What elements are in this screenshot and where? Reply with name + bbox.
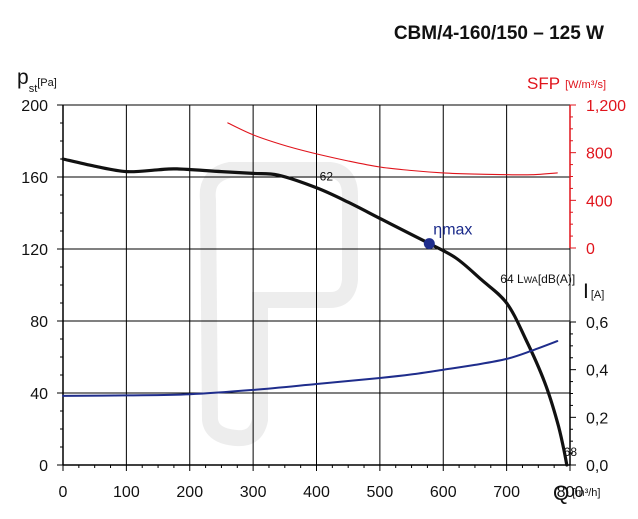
pressure-axis-title: pst[Pa] <box>17 66 57 95</box>
sfp-axis-symbol: SFP <box>527 74 560 93</box>
flow-tick-label: 700 <box>493 484 520 501</box>
sfp-axis-title: SFP [W/m³/s] <box>527 74 606 93</box>
pressure-tick-label: 200 <box>21 98 48 115</box>
sound-level-unit: [dB(A)] <box>538 272 575 286</box>
current-curve <box>62 340 559 397</box>
sfp-tick-label: 1,200 <box>586 98 626 115</box>
series-layer <box>61 122 569 467</box>
pressure-tick-label: 80 <box>30 314 48 331</box>
svg-text:pst[Pa]: pst[Pa] <box>17 66 57 95</box>
pressure-tick-label: 40 <box>30 386 48 403</box>
pressure-axis-subscript: st <box>29 83 38 95</box>
flow-axis-symbol: Q <box>553 482 569 505</box>
annotation-layer: 62 64 LWA[dB(A)] 68 ηmax <box>320 170 578 459</box>
svg-text:I[A]: I [A] <box>583 280 604 303</box>
sfp-tick-label: 0 <box>586 241 595 258</box>
eta-max-label: ηmax <box>433 222 472 239</box>
sfp-axis-unit: [W/m³/s] <box>565 79 606 91</box>
sfp-axis: 0 400 800 1,200 <box>569 98 626 258</box>
current-axis-unit: [A] <box>591 289 604 301</box>
flow-tick-label: 300 <box>240 484 267 501</box>
pressure-tick-label: 160 <box>21 170 48 187</box>
sound-level-label: 62 <box>320 170 334 184</box>
sfp-curve <box>227 122 558 176</box>
current-tick-label: 0,2 <box>586 410 608 427</box>
pressure-axis: 0 40 80 120 160 200 <box>21 98 64 475</box>
svg-text:Q[m³/h]: Q [m³/h] <box>553 482 600 505</box>
current-axis-symbol: I <box>583 280 589 303</box>
current-tick-label: 0,6 <box>586 315 608 332</box>
pressure-tick-label: 120 <box>21 242 48 259</box>
current-tick-label: 0,0 <box>586 458 608 475</box>
current-tick-label: 0,4 <box>586 363 608 380</box>
pressure-tick-label: 0 <box>39 458 48 475</box>
sfp-tick-label: 800 <box>586 146 613 163</box>
svg-text:SFP[W/m³/s]: SFP [W/m³/s] <box>527 74 606 93</box>
pressure-axis-unit: [Pa] <box>37 77 57 89</box>
flow-tick-label: 800 <box>557 484 584 501</box>
current-axis-title: I [A] <box>583 280 604 303</box>
pressure-curve <box>61 157 569 467</box>
flow-tick-label: 400 <box>303 484 330 501</box>
flow-tick-label: 500 <box>367 484 394 501</box>
flow-axis-title: Q [m³/h] <box>553 482 600 505</box>
sound-level-label: 64 LWA[dB(A)] <box>500 272 575 286</box>
sound-level-subscript: WA <box>524 275 538 285</box>
flow-tick-label: 600 <box>430 484 457 501</box>
current-axis: 0,0 0,2 0,4 0,6 <box>569 315 608 475</box>
flow-tick-label: 200 <box>176 484 203 501</box>
flow-axis-unit: [m³/h] <box>572 487 600 499</box>
flow-tick-label: 100 <box>113 484 140 501</box>
sound-level-label: 68 <box>564 445 578 459</box>
sfp-tick-label: 400 <box>586 193 613 210</box>
sound-level-value: 64 L <box>500 272 524 286</box>
watermark-logo <box>199 162 358 447</box>
flow-tick-label: 0 <box>59 484 68 501</box>
flow-axis: 0 100 200 300 400 500 600 700 800 <box>59 464 584 501</box>
chart-title: CBM/4-160/150 – 125 W <box>394 23 604 44</box>
pressure-axis-symbol: p <box>17 66 29 89</box>
eta-max-point <box>423 238 435 250</box>
